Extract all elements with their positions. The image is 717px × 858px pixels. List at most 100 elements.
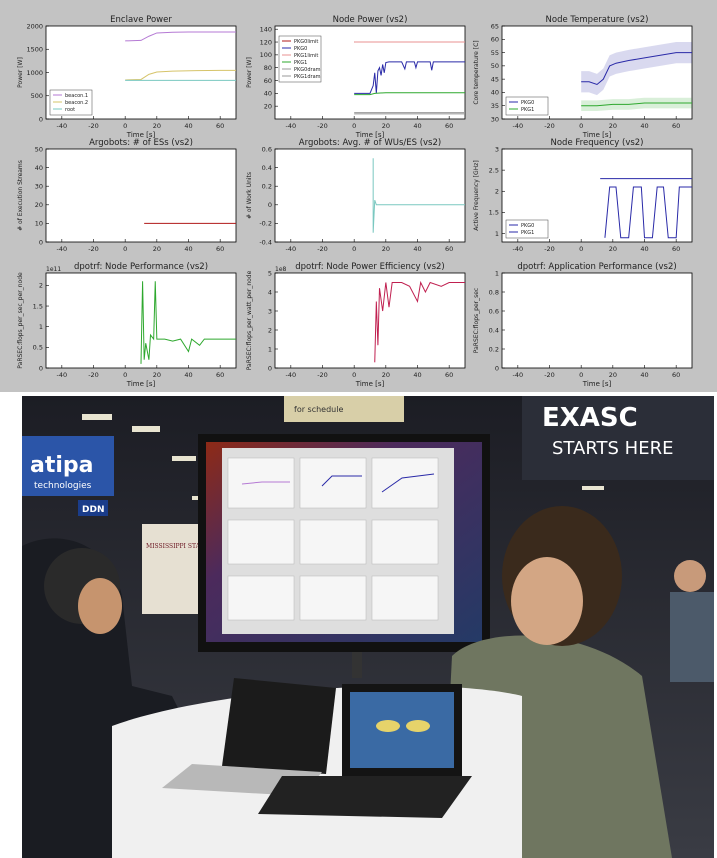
ddn-sign-text: DDN	[82, 505, 104, 515]
x-tick-label: 60	[445, 371, 453, 379]
schedule-banner	[284, 396, 404, 422]
y-axis-label: Power [W]	[246, 57, 253, 88]
x-tick-label: 40	[413, 245, 421, 253]
x-tick-label: 0	[352, 122, 356, 130]
atipa-subtitle: technologies	[34, 481, 92, 491]
series-line-1	[140, 281, 236, 364]
chart-5: Argobots: Avg. # of WUs/ES (vs2) -40 -20 0 2…	[246, 138, 466, 253]
plot-area	[274, 148, 466, 243]
plot-area	[274, 272, 466, 369]
legend-label: beacon.2	[65, 100, 88, 106]
x-axis-label: Time [s]	[126, 131, 156, 139]
y-tick-label: 2000	[26, 22, 43, 30]
y-tick-label: 0.4	[262, 164, 272, 172]
booth-photo-illustration: atipa technologies DDN MISSISSIPPI STATE…	[22, 396, 714, 858]
y-tick-label: 0	[268, 364, 272, 372]
y-tick-label: 0	[39, 238, 43, 246]
x-tick-label: 60	[216, 245, 224, 253]
y-tick-label: 20	[264, 102, 272, 110]
series-line-1	[372, 158, 465, 233]
legend-box	[278, 35, 322, 83]
x-tick-label: 20	[153, 371, 161, 379]
series-line-2	[354, 61, 465, 94]
x-axis-label: Time [s]	[355, 131, 385, 139]
series-line-4	[354, 92, 465, 96]
y-tick-label: 1000	[26, 69, 43, 77]
legend-label: PKG1	[294, 60, 307, 66]
ddn-sign	[78, 500, 108, 516]
chart-4: Argobots: # of ESs (vs2) -40 -20 0 20 40 60 0 10…	[17, 138, 237, 253]
chart-title: Argobots: Avg. # of WUs/ES (vs2)	[299, 138, 441, 148]
y-axis-label: PaRSEC:flops_per_sec_per_node	[17, 272, 24, 369]
y-tick-label: 20	[35, 201, 43, 209]
y-tick-label: 1500	[26, 46, 43, 54]
y-tick-label: 40	[264, 90, 272, 98]
x-tick-label: 0	[352, 371, 356, 379]
legend: PKG0limitPKG0PKG1limitPKG1PKG0dramPKG1dr…	[278, 35, 322, 83]
series-line-1	[604, 186, 692, 239]
x-tick-label: 60	[445, 122, 453, 130]
y-tick-label: 2	[268, 326, 272, 334]
x-axis-label: Time [s]	[582, 380, 612, 388]
chart-title: dpotrf: Node Power Efficiency (vs2)	[295, 262, 445, 272]
y-tick-label: 65	[491, 22, 499, 30]
series-group	[374, 280, 465, 363]
legend-label: PKG1dram	[294, 74, 321, 80]
y-tick-label: 3	[268, 307, 272, 315]
y-tick-label: 5	[268, 269, 272, 277]
legend-label: PKG0	[294, 46, 307, 52]
series-group	[125, 31, 236, 81]
y-tick-label: 55	[491, 49, 499, 57]
y-tick-label: -0.2	[259, 220, 272, 228]
series-group	[600, 178, 692, 239]
exascale-text: EXASC	[542, 403, 638, 433]
x-tick-label: 20	[382, 245, 390, 253]
series-group	[372, 158, 465, 233]
series-group	[354, 41, 465, 115]
x-tick-label: -20	[88, 371, 99, 379]
series-line-1	[374, 280, 465, 363]
dashboard-panel: Enclave Power -40 -20 0 20 40 60 0 500 1000 1500 20…	[0, 0, 717, 392]
legend-label: PKG0limit	[294, 39, 318, 45]
chart-title: dpotrf: Node Performance (vs2)	[74, 262, 208, 272]
y-tick-label: -0.4	[259, 238, 272, 246]
y-tick-label: 0.4	[489, 326, 499, 334]
y-axis-label: # of Work Units	[246, 172, 253, 219]
display-monitor	[198, 434, 490, 678]
x-tick-label: 60	[216, 122, 224, 130]
y-tick-label: 0.8	[489, 288, 499, 296]
y-tick-label: 1.5	[33, 302, 43, 310]
chart-1: Enclave Power -40 -20 0 20 40 60 0 500 1000 1500 20…	[17, 15, 237, 139]
x-tick-label: 0	[123, 122, 127, 130]
x-tick-label: 20	[609, 122, 617, 130]
x-tick-label: 20	[609, 245, 617, 253]
chart-3: Node Temperature (vs2) -40 -20 0 20 40 60 30 35 4…	[473, 15, 693, 139]
y-tick-label: 1	[495, 269, 499, 277]
x-tick-label: -40	[286, 122, 297, 130]
y-tick-label: 1.5	[489, 209, 499, 217]
legend-label: PKG1	[521, 230, 534, 236]
chart-title: Node Temperature (vs2)	[546, 15, 649, 25]
chart-title: dpotrf: Application Performance (vs2)	[517, 262, 676, 272]
y-tick-label: 60	[264, 77, 272, 85]
plot-area	[45, 148, 237, 243]
x-tick-label: -20	[317, 371, 328, 379]
x-tick-label: 0	[579, 245, 583, 253]
x-tick-label: 0	[579, 371, 583, 379]
dashboard-charts: Enclave Power-40 -20 0 20 40 6005001000150020…	[17, 15, 693, 388]
x-tick-label: 40	[413, 371, 421, 379]
atipa-logo-text: atipa	[30, 453, 94, 478]
series-line-1	[125, 31, 236, 42]
x-tick-label: 20	[382, 122, 390, 130]
x-tick-label: 40	[640, 122, 648, 130]
x-tick-label: -20	[88, 122, 99, 130]
y-axis-label: PaRSEC:flops_per_sec	[473, 288, 480, 353]
chart-9: dpotrf: Application Performance (vs2) -40…	[473, 262, 693, 388]
y-tick-label: 0.2	[262, 183, 272, 191]
laptop-right	[258, 684, 472, 818]
x-tick-label: 20	[609, 371, 617, 379]
series-line-2	[125, 69, 236, 81]
x-tick-label: 60	[672, 245, 680, 253]
legend-label: root	[65, 107, 75, 113]
